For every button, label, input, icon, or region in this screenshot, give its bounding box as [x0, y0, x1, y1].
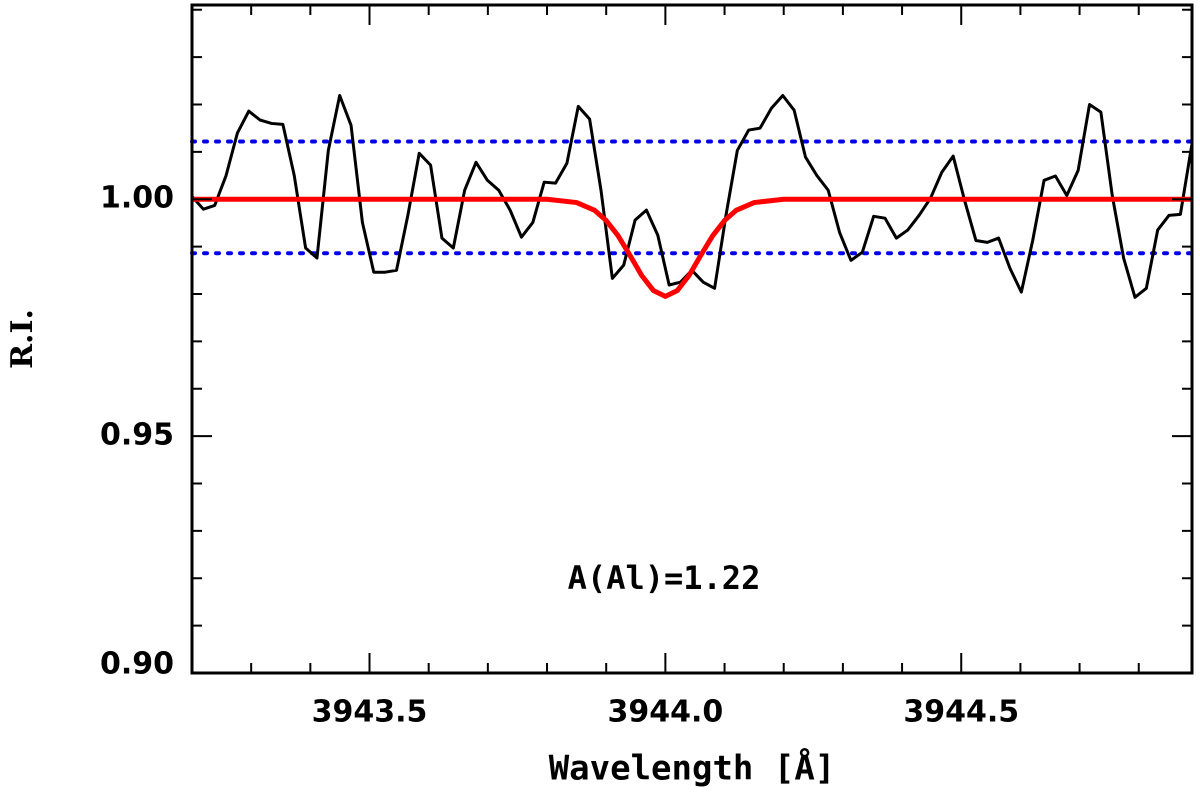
x-tick-label: 3943.5	[312, 695, 428, 730]
x-tick-label: 3944.0	[607, 695, 723, 730]
plot-frame	[190, 3, 1194, 675]
annotation: A(Al)=1.22	[568, 559, 761, 597]
y-tick-label: 0.95	[100, 418, 174, 453]
y-tick-label: 0.90	[100, 647, 174, 682]
x-axis-label: Wavelength [Å]	[549, 748, 836, 789]
y-tick-label: 1.00	[100, 181, 174, 216]
x-tick-label: 3944.5	[903, 695, 1019, 730]
series-line	[192, 196, 1192, 299]
y-axis-label: R.I.	[5, 309, 40, 369]
